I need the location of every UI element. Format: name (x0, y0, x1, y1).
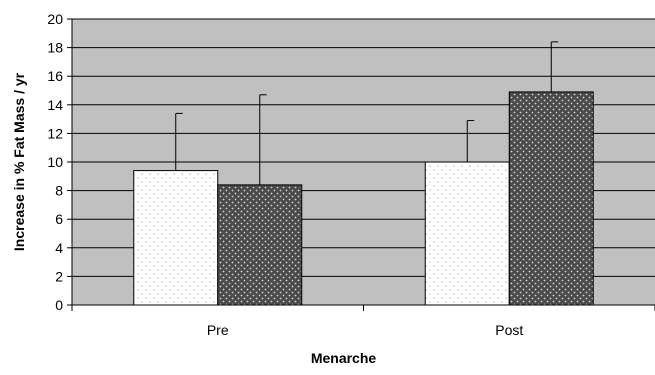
bar-pre-2 (217, 184, 303, 306)
x-tick-label-post: Post (495, 322, 523, 338)
bar-post-2 (508, 91, 594, 306)
y-axis-label: Increase in % Fat Mass / yr (11, 72, 27, 251)
x-tick-label-pre: Pre (207, 322, 229, 338)
y-tick-label: 6 (55, 211, 63, 227)
y-tick-label: 0 (55, 297, 63, 313)
y-tick-label: 14 (47, 97, 63, 113)
x-axis-label: Menarche (311, 350, 377, 366)
y-tick-label: 2 (55, 268, 63, 284)
y-tick-label: 20 (47, 11, 63, 27)
y-tick-label: 8 (55, 183, 63, 199)
y-tick-label: 18 (47, 40, 63, 56)
y-tick-label: 12 (47, 125, 63, 141)
bar-post-1 (424, 161, 510, 306)
bar-pre-1 (133, 170, 219, 306)
y-tick-label: 4 (55, 240, 63, 256)
y-tick-label: 10 (47, 154, 63, 170)
bars (133, 41, 594, 306)
y-tick-label: 16 (47, 68, 63, 84)
axes: 0 2 4 6 8 10 12 14 16 18 20 Pre Post (47, 11, 655, 338)
